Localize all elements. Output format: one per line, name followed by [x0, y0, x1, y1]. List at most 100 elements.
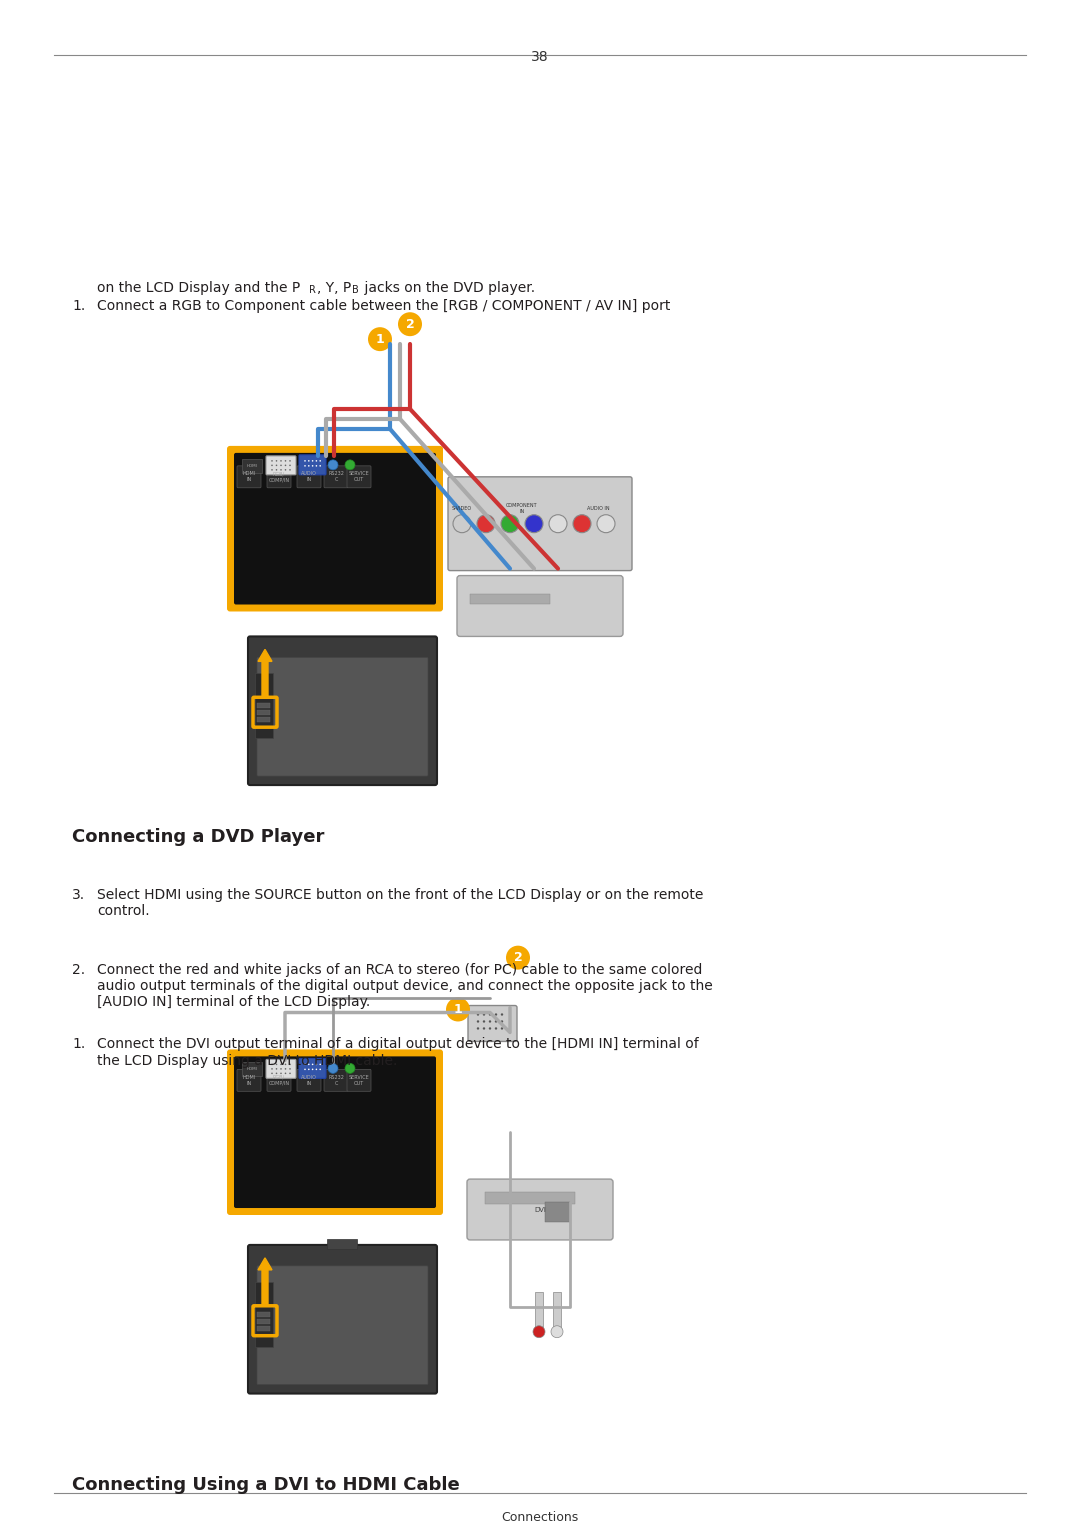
Text: RGB/
COMP/IN: RGB/ COMP/IN: [269, 1075, 289, 1086]
Circle shape: [308, 1069, 310, 1070]
FancyBboxPatch shape: [227, 446, 443, 611]
Text: Connecting Using a DVI to HDMI Cable: Connecting Using a DVI to HDMI Cable: [72, 1477, 460, 1495]
Text: 1.: 1.: [72, 299, 85, 313]
FancyBboxPatch shape: [297, 1069, 321, 1092]
Circle shape: [315, 460, 318, 461]
FancyBboxPatch shape: [299, 455, 326, 475]
Circle shape: [495, 1020, 497, 1023]
Text: , Y, P: , Y, P: [318, 281, 351, 295]
Text: B: B: [352, 286, 359, 295]
Text: Connections: Connections: [501, 1512, 579, 1524]
FancyBboxPatch shape: [267, 466, 291, 487]
Circle shape: [453, 515, 471, 533]
Circle shape: [345, 460, 355, 470]
Circle shape: [525, 515, 543, 533]
FancyBboxPatch shape: [324, 466, 348, 487]
Circle shape: [597, 515, 615, 533]
Text: SERVICE
OUT: SERVICE OUT: [349, 472, 369, 483]
Circle shape: [275, 469, 278, 470]
FancyBboxPatch shape: [266, 457, 296, 475]
Bar: [257, 1319, 270, 1324]
Bar: [242, 1063, 262, 1077]
Circle shape: [489, 1014, 491, 1015]
Circle shape: [275, 1072, 278, 1073]
Text: Connect a RGB to Component cable between the [RGB / COMPONENT / AV IN] port: Connect a RGB to Component cable between…: [97, 299, 671, 313]
Circle shape: [489, 1028, 491, 1029]
Circle shape: [289, 460, 291, 461]
Text: Connect the DVI output terminal of a digital output device to the [HDMI IN] term: Connect the DVI output terminal of a dig…: [97, 1037, 699, 1067]
Bar: [545, 1202, 570, 1222]
Bar: [327, 1238, 357, 1249]
Circle shape: [271, 464, 273, 466]
Text: RS232
C: RS232 C: [328, 1075, 343, 1086]
Circle shape: [285, 464, 286, 466]
Circle shape: [483, 1014, 485, 1015]
Circle shape: [305, 466, 306, 467]
Circle shape: [280, 1067, 282, 1069]
Circle shape: [271, 460, 273, 461]
Circle shape: [308, 466, 310, 467]
FancyBboxPatch shape: [299, 1058, 326, 1078]
Circle shape: [495, 1028, 497, 1029]
Circle shape: [289, 464, 291, 466]
Circle shape: [312, 1069, 313, 1070]
Text: 2: 2: [514, 951, 523, 964]
Text: RGB/
COMP/IN: RGB/ COMP/IN: [269, 472, 289, 483]
FancyBboxPatch shape: [234, 454, 436, 605]
Bar: [470, 594, 550, 603]
Circle shape: [280, 1072, 282, 1073]
Text: S-VIDEO: S-VIDEO: [451, 507, 472, 512]
Circle shape: [285, 1064, 286, 1066]
Circle shape: [275, 464, 278, 466]
Circle shape: [501, 515, 519, 533]
Circle shape: [289, 1067, 291, 1069]
Text: SERVICE
OUT: SERVICE OUT: [349, 1075, 369, 1086]
Circle shape: [271, 1072, 273, 1073]
FancyBboxPatch shape: [324, 1069, 348, 1092]
Circle shape: [476, 1014, 480, 1015]
Text: HDMI
IN: HDMI IN: [242, 1075, 256, 1086]
FancyBboxPatch shape: [237, 1069, 261, 1092]
Circle shape: [271, 1067, 273, 1069]
Circle shape: [477, 515, 495, 533]
Circle shape: [285, 469, 286, 470]
Bar: [242, 460, 262, 473]
Text: Select HDMI using the SOURCE button on the front of the LCD Display or on the re: Select HDMI using the SOURCE button on t…: [97, 887, 703, 918]
Text: 38: 38: [531, 50, 549, 64]
FancyBboxPatch shape: [257, 1266, 428, 1385]
Circle shape: [483, 1028, 485, 1029]
FancyBboxPatch shape: [267, 1069, 291, 1092]
Circle shape: [280, 460, 282, 461]
Circle shape: [312, 460, 313, 461]
Bar: [257, 1312, 270, 1316]
Bar: [553, 1292, 561, 1327]
Circle shape: [285, 1067, 286, 1069]
Circle shape: [271, 1064, 273, 1066]
FancyBboxPatch shape: [467, 1179, 613, 1240]
Circle shape: [534, 1325, 545, 1338]
Text: HDMI: HDMI: [246, 1067, 257, 1072]
Circle shape: [275, 1067, 278, 1069]
Circle shape: [280, 1064, 282, 1066]
Circle shape: [289, 1072, 291, 1073]
FancyBboxPatch shape: [347, 466, 372, 487]
Text: DVI: DVI: [535, 1206, 545, 1212]
FancyBboxPatch shape: [266, 1060, 296, 1078]
FancyBboxPatch shape: [297, 466, 321, 487]
Circle shape: [312, 1064, 313, 1066]
Circle shape: [271, 469, 273, 470]
Circle shape: [315, 1069, 318, 1070]
Bar: [257, 1325, 270, 1330]
Circle shape: [289, 469, 291, 470]
Circle shape: [495, 1014, 497, 1015]
FancyArrow shape: [258, 649, 272, 696]
Circle shape: [501, 1028, 503, 1029]
FancyBboxPatch shape: [237, 466, 261, 487]
Circle shape: [289, 1064, 291, 1066]
Circle shape: [345, 1063, 355, 1073]
Circle shape: [368, 327, 392, 351]
FancyBboxPatch shape: [227, 1049, 443, 1215]
Circle shape: [501, 1020, 503, 1023]
Circle shape: [315, 466, 318, 467]
Circle shape: [501, 1014, 503, 1015]
